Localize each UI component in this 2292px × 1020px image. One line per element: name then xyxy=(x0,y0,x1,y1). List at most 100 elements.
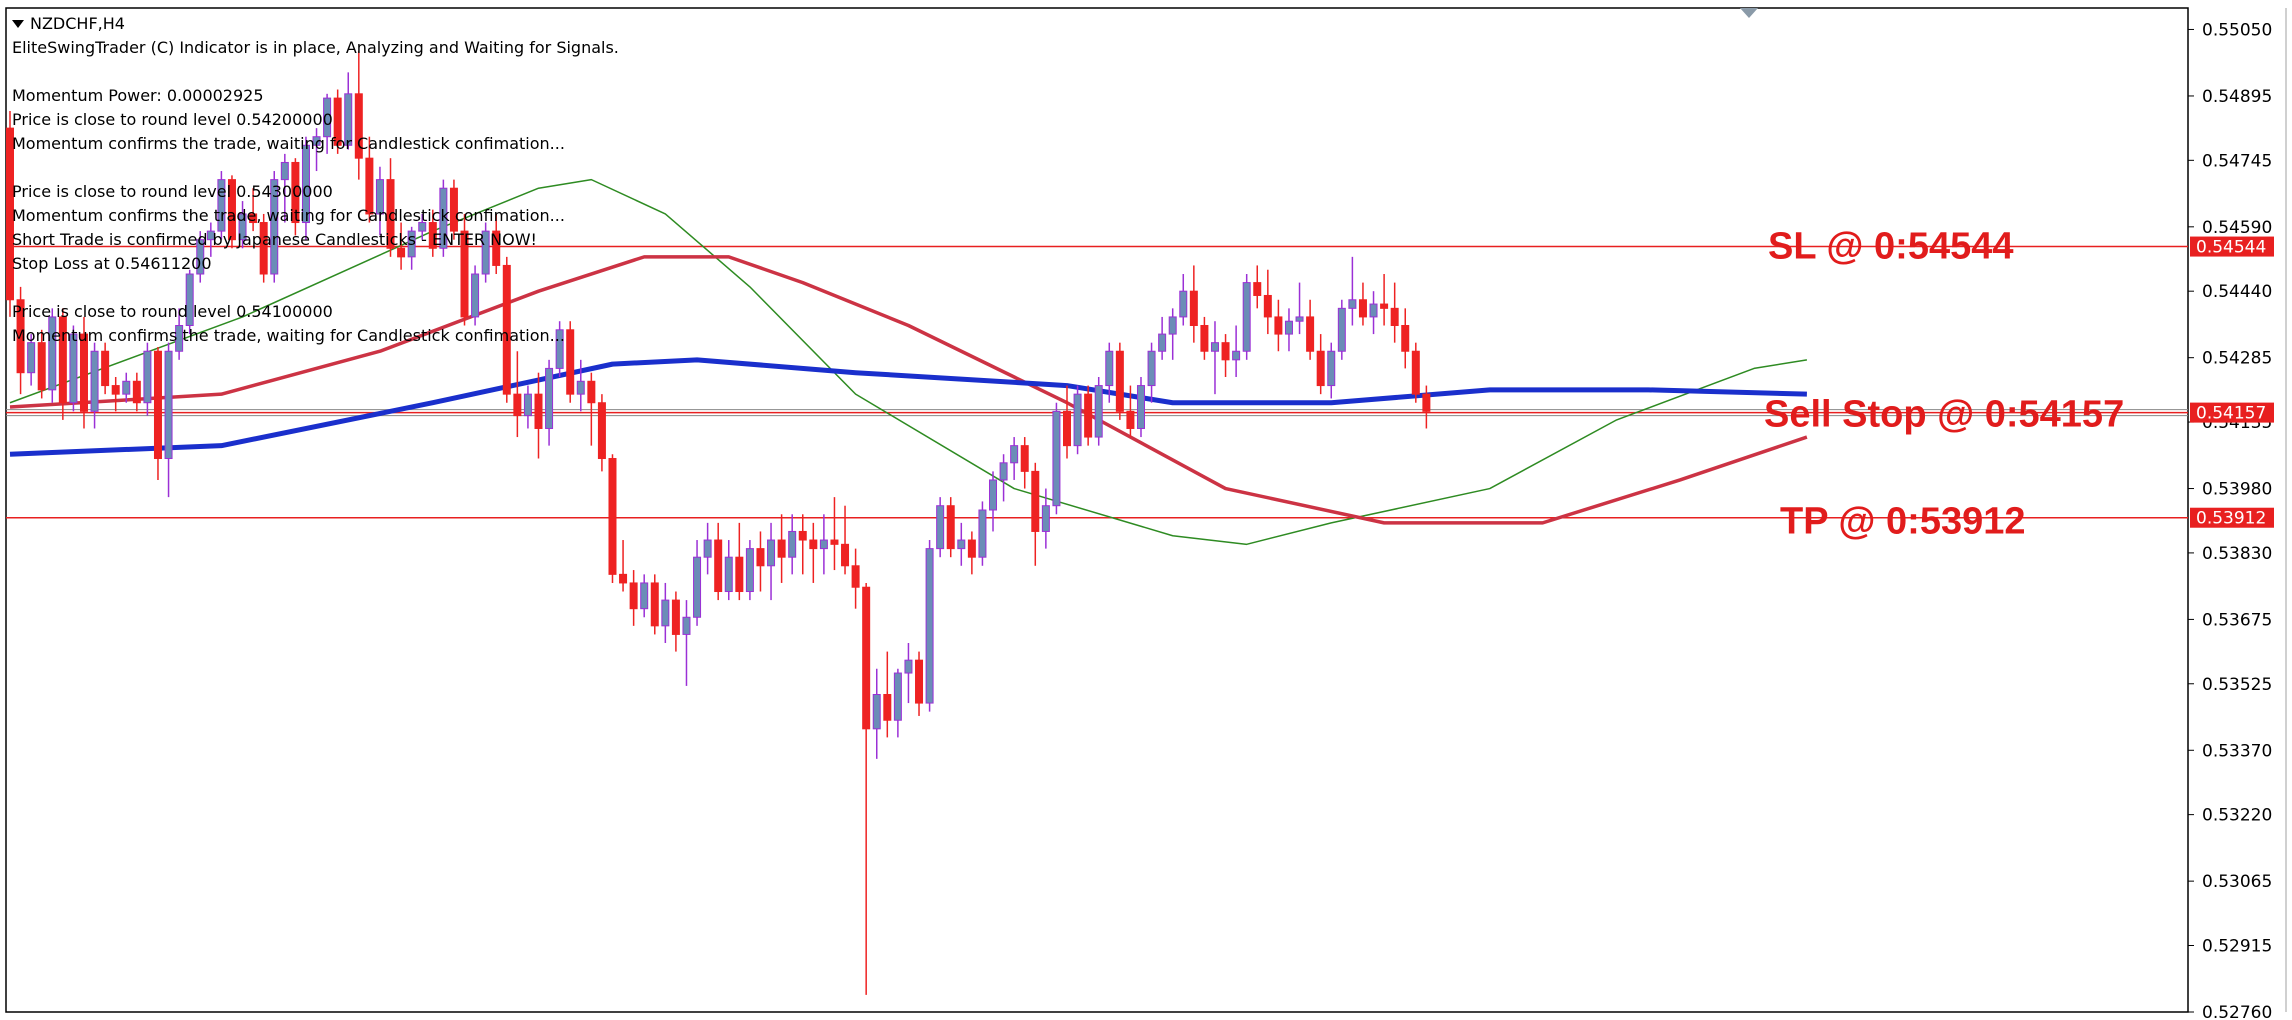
candle[interactable] xyxy=(1179,290,1188,318)
candle[interactable] xyxy=(904,659,913,674)
candle[interactable] xyxy=(344,93,353,146)
candle[interactable] xyxy=(1105,350,1114,387)
candle[interactable] xyxy=(386,179,395,249)
candle[interactable] xyxy=(1063,410,1071,447)
candle[interactable] xyxy=(640,582,649,610)
candle[interactable] xyxy=(1168,316,1177,335)
candle[interactable] xyxy=(1263,294,1272,318)
candle[interactable] xyxy=(301,144,310,224)
candle[interactable] xyxy=(1084,393,1093,438)
candle[interactable] xyxy=(69,333,78,404)
candle[interactable] xyxy=(471,273,480,318)
candle[interactable] xyxy=(492,230,501,266)
candle[interactable] xyxy=(407,230,416,258)
candle[interactable] xyxy=(1380,303,1389,309)
candle[interactable] xyxy=(1390,307,1399,327)
candle[interactable] xyxy=(513,393,522,417)
candle[interactable] xyxy=(724,556,733,593)
candle[interactable] xyxy=(1358,299,1367,318)
candle[interactable] xyxy=(1316,350,1325,387)
candle[interactable] xyxy=(185,273,194,327)
candle[interactable] xyxy=(597,402,606,460)
candle[interactable] xyxy=(1401,325,1410,352)
candle[interactable] xyxy=(48,316,57,391)
candle[interactable] xyxy=(608,458,617,575)
candle[interactable] xyxy=(1274,316,1283,335)
candle[interactable] xyxy=(777,539,786,558)
candle[interactable] xyxy=(1295,316,1304,322)
chart-shift-marker-icon[interactable] xyxy=(1740,8,1758,18)
candle[interactable] xyxy=(1094,385,1103,438)
candle[interactable] xyxy=(650,582,659,627)
candle[interactable] xyxy=(989,479,998,511)
candle[interactable] xyxy=(291,161,300,224)
candle[interactable] xyxy=(354,93,363,159)
candle[interactable] xyxy=(1031,470,1040,532)
candle[interactable] xyxy=(1422,393,1431,412)
candle[interactable] xyxy=(1348,299,1357,309)
candle[interactable] xyxy=(1041,505,1050,532)
candle[interactable] xyxy=(270,179,279,275)
candle[interactable] xyxy=(323,97,332,138)
candle[interactable] xyxy=(502,264,511,395)
candle[interactable] xyxy=(175,325,184,352)
candle[interactable] xyxy=(217,179,226,232)
candle[interactable] xyxy=(206,230,215,241)
candle[interactable] xyxy=(619,573,628,584)
candle[interactable] xyxy=(153,350,162,460)
candle[interactable] xyxy=(1052,410,1061,507)
candle[interactable] xyxy=(671,599,680,635)
candle[interactable] xyxy=(1284,320,1293,335)
candle[interactable] xyxy=(587,380,596,404)
candle[interactable] xyxy=(333,97,342,146)
candle[interactable] xyxy=(809,539,818,550)
candle[interactable] xyxy=(460,230,469,318)
candle[interactable] xyxy=(967,539,976,558)
candle[interactable] xyxy=(946,505,955,550)
candle[interactable] xyxy=(682,616,691,635)
candle[interactable] xyxy=(841,543,850,567)
candle[interactable] xyxy=(449,187,458,232)
candle[interactable] xyxy=(661,599,670,627)
candle[interactable] xyxy=(90,350,99,412)
candle[interactable] xyxy=(999,462,1008,481)
candle[interactable] xyxy=(16,299,25,374)
candle[interactable] xyxy=(978,509,987,558)
candle[interactable] xyxy=(1010,445,1019,464)
candle[interactable] xyxy=(111,385,120,395)
candle[interactable] xyxy=(893,672,902,721)
candle[interactable] xyxy=(523,393,532,417)
candle[interactable] xyxy=(925,548,934,704)
candle[interactable] xyxy=(1411,350,1420,395)
candle[interactable] xyxy=(58,316,67,404)
candle[interactable] xyxy=(767,539,776,567)
candle[interactable] xyxy=(566,329,575,395)
candle[interactable] xyxy=(1337,307,1346,352)
candle[interactable] xyxy=(1232,350,1241,361)
candle[interactable] xyxy=(1073,393,1082,447)
candle[interactable] xyxy=(122,380,131,395)
candle[interactable] xyxy=(957,539,966,550)
candle[interactable] xyxy=(375,179,384,215)
candle[interactable] xyxy=(27,342,36,374)
candle[interactable] xyxy=(798,530,807,541)
candle[interactable] xyxy=(555,329,564,369)
candle[interactable] xyxy=(788,530,797,558)
candle[interactable] xyxy=(365,157,374,215)
candle[interactable] xyxy=(735,556,744,593)
candle[interactable] xyxy=(249,213,258,224)
candle[interactable] xyxy=(132,380,141,404)
candle[interactable] xyxy=(534,393,543,429)
candle[interactable] xyxy=(629,582,638,610)
candle[interactable] xyxy=(872,693,881,730)
candle[interactable] xyxy=(1327,350,1336,387)
candle[interactable] xyxy=(6,127,14,301)
candle[interactable] xyxy=(703,539,712,558)
candle[interactable] xyxy=(1242,282,1251,352)
candle[interactable] xyxy=(238,213,247,241)
candle[interactable] xyxy=(439,187,448,249)
candle[interactable] xyxy=(1158,333,1167,352)
candle[interactable] xyxy=(259,222,268,275)
candle[interactable] xyxy=(693,556,702,618)
